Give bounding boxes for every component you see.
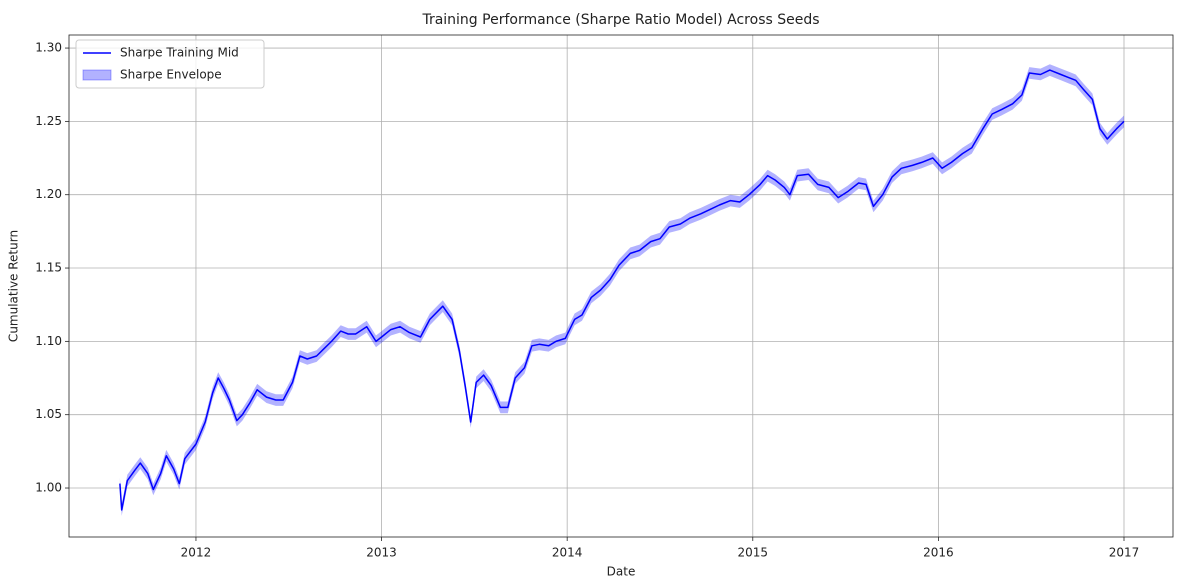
- x-tick-label: 2017: [1109, 546, 1140, 560]
- y-tick-label: 1.30: [35, 41, 62, 55]
- legend-patch: [82, 69, 112, 81]
- y-tick-label: 1.20: [35, 187, 62, 201]
- y-axis-label: Cumulative Return: [7, 230, 21, 342]
- y-tick-label: 1.15: [35, 261, 62, 275]
- x-tick-label: 2013: [366, 546, 397, 560]
- legend-box: [75, 39, 265, 89]
- y-tick-label: 1.05: [35, 407, 62, 421]
- plot-frame: [68, 34, 1174, 538]
- y-tick-label: 1.10: [35, 334, 62, 348]
- envelope: [119, 64, 1124, 516]
- x-tick-label: 2016: [923, 546, 954, 560]
- x-tick-label: 2014: [552, 546, 583, 560]
- x-axis-label: Date: [607, 565, 636, 579]
- chart-title: Training Performance (Sharpe Ratio Model…: [421, 12, 819, 28]
- legend-label: Sharpe Envelope: [120, 68, 222, 82]
- y-tick-label: 1.25: [35, 114, 62, 128]
- x-tick-label: 2015: [738, 546, 769, 560]
- y-tick-label: 1.00: [35, 481, 62, 495]
- x-tick-label: 2012: [181, 546, 212, 560]
- legend-label: Sharpe Training Mid: [120, 46, 239, 60]
- line: [119, 69, 1125, 511]
